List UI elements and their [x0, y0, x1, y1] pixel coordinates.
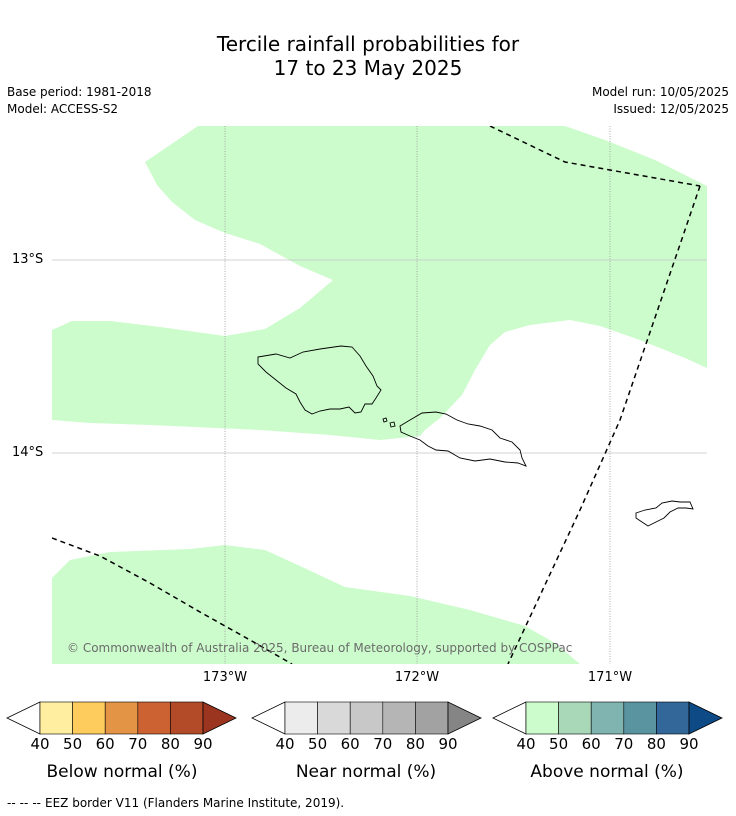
below-normal-tick-50: 50: [63, 735, 83, 753]
below-normal-colorbar: [6, 701, 237, 735]
below-normal-tick-40: 40: [30, 735, 50, 753]
below-normal-extend-low: [6, 701, 41, 735]
lat-label-13s: 13°S: [12, 252, 44, 267]
map-title-line2: 17 to 23 May 2025: [273, 56, 463, 80]
above-normal-swatch-70: [623, 701, 657, 735]
below-normal-swatch-70: [137, 701, 171, 735]
lon-label-173w: 173°W: [202, 670, 248, 685]
below-normal-tick-90: 90: [193, 735, 213, 753]
above-normal-region-north: [52, 126, 707, 440]
footer-legend: -- -- -- EEZ border V11 (Flanders Marine In…: [7, 796, 348, 810]
above-normal-swatch-40: [525, 701, 559, 735]
above-normal-swatch-50: [558, 701, 592, 735]
near-normal-extend-high: [447, 701, 482, 735]
near-normal-swatch-50: [317, 701, 351, 735]
above-normal-extend-high: [688, 701, 723, 735]
issued-date: Issued: 12/05/2025: [613, 102, 729, 116]
near-normal-swatch-60: [349, 701, 384, 735]
near-normal-label: Near normal (%): [295, 762, 437, 782]
above-normal-extend-low: [492, 701, 527, 735]
near-normal-tick-70: 70: [373, 735, 393, 753]
near-normal-swatch-70: [382, 701, 416, 735]
eez-border: [52, 126, 701, 664]
above-normal-swatch-60: [590, 701, 625, 735]
near-normal-extend-low: [251, 701, 286, 735]
below-normal-swatch-40: [39, 701, 73, 735]
near-normal-swatch-80: [415, 701, 449, 735]
below-normal-label: Below normal (%): [46, 762, 198, 782]
near-normal-tick-80: 80: [405, 735, 425, 753]
lon-label-171w: 171°W: [587, 670, 633, 685]
above-normal-swatch-80: [656, 701, 690, 735]
manono-islet: [389, 421, 396, 428]
apolima-islet: [382, 417, 388, 423]
above-normal-tick-90: 90: [679, 735, 699, 753]
above-normal-tick-60: 60: [581, 735, 601, 753]
tutuila-island: [635, 500, 694, 527]
savaii-island: [257, 345, 382, 415]
above-normal-tick-80: 80: [646, 735, 666, 753]
near-normal-colorbar: [251, 701, 482, 735]
near-normal-tick-50: 50: [308, 735, 328, 753]
below-normal-extend-high: [202, 701, 237, 735]
above-normal-region-south: [52, 545, 580, 664]
graticule: [52, 126, 707, 664]
model-name: Model: ACCESS-S2: [7, 102, 119, 116]
upolu-island: [399, 411, 527, 467]
below-normal-swatch-60: [104, 701, 139, 735]
above-normal-label: Above normal (%): [530, 762, 684, 782]
lon-label-172w: 172°W: [394, 670, 440, 685]
above-normal-colorbar: [492, 701, 723, 735]
above-normal-tick-70: 70: [614, 735, 634, 753]
below-normal-swatch-80: [170, 701, 204, 735]
colorbars: [6, 701, 723, 735]
eez-border-southwest: [52, 537, 293, 664]
below-normal-tick-60: 60: [95, 735, 115, 753]
copyright-notice: © Commonwealth of Australia 2025, Bureau…: [67, 641, 573, 655]
lat-label-14s: 14°S: [12, 445, 44, 460]
below-normal-tick-70: 70: [128, 735, 148, 753]
above-normal-tick-40: 40: [516, 735, 536, 753]
model-run: Model run: 10/05/2025: [591, 85, 729, 99]
eez-footer-text: EEZ border V11 (Flanders Marine Institut…: [45, 796, 345, 810]
base-period: Base period: 1981-2018: [7, 85, 152, 99]
near-normal-tick-40: 40: [275, 735, 295, 753]
eez-border-north: [489, 126, 701, 187]
near-normal-tick-60: 60: [340, 735, 360, 753]
metadata-right: Model run: 10/05/2025 Issued: 12/05/2025: [592, 84, 729, 118]
above-normal-tick-50: 50: [549, 735, 569, 753]
dash-glyph-1: --: [7, 796, 16, 810]
below-normal-tick-80: 80: [160, 735, 180, 753]
islands: [257, 345, 694, 527]
near-normal-tick-90: 90: [438, 735, 458, 753]
map-title-line1: Tercile rainfall probabilities for: [216, 32, 520, 56]
metadata-left: Base period: 1981-2018 Model: ACCESS-S2: [7, 84, 152, 118]
below-normal-swatch-50: [72, 701, 106, 735]
dash-glyph-2: --: [19, 796, 29, 810]
near-normal-swatch-40: [284, 701, 318, 735]
dash-glyph-3: --: [32, 796, 42, 810]
